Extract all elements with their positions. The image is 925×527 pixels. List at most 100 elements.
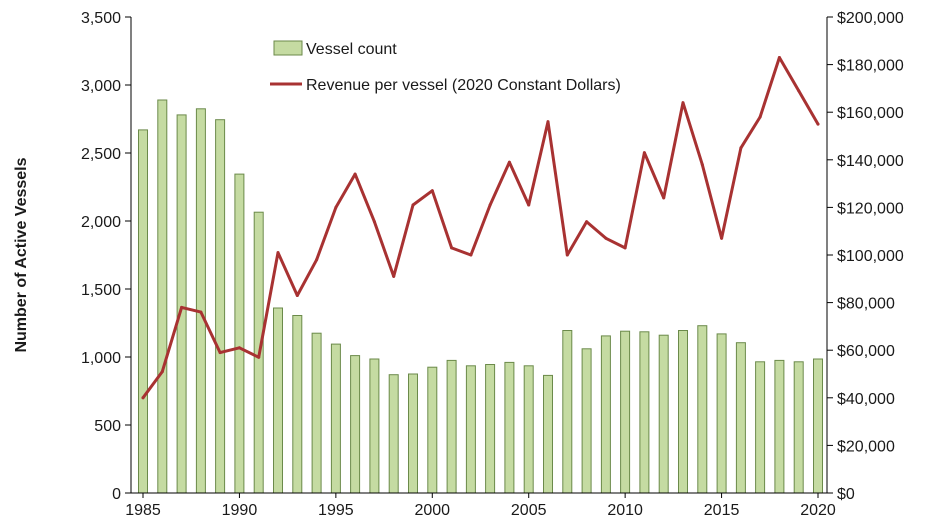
bar-1992	[273, 307, 283, 494]
bar-2016	[735, 342, 746, 494]
bar-1985	[138, 129, 148, 494]
bar-2013	[678, 330, 688, 494]
legend-line-label: Revenue per vessel (2020 Constant Dollar…	[306, 77, 621, 94]
revenue-point-2006	[546, 120, 550, 124]
bar-1986	[157, 99, 168, 494]
legend-bar-swatch	[273, 40, 303, 56]
revenue-point-2005	[527, 203, 531, 207]
x-tick-label: 2000	[414, 502, 450, 519]
x-tick-label: 1985	[125, 502, 161, 519]
revenue-point-1989	[218, 351, 222, 355]
revenue-point-1993	[295, 294, 299, 297]
revenue-point-2002	[469, 253, 473, 257]
bar-1996	[350, 355, 361, 494]
y-tick-label: 500	[94, 418, 121, 435]
x-tick-label: 2010	[607, 502, 643, 519]
revenue-point-1992	[276, 251, 280, 255]
y2-tick-label: $80,000	[837, 296, 895, 313]
bar-2008	[581, 348, 592, 494]
revenue-point-1990	[237, 346, 241, 350]
bar-2012	[658, 334, 669, 494]
bar-2007	[562, 330, 573, 494]
legend-bar-label: Vessel count	[306, 41, 397, 58]
bar-1993	[292, 315, 303, 494]
revenue-point-2001	[450, 246, 454, 250]
revenue-point-2019	[797, 89, 801, 93]
y-tick-label: 1,500	[81, 282, 121, 299]
revenue-line	[141, 56, 820, 400]
revenue-point-2008	[585, 220, 589, 224]
bar-2011	[639, 331, 650, 494]
revenue-point-1995	[334, 205, 338, 209]
bar-2002	[465, 365, 476, 494]
y-tick-label: 3,500	[81, 10, 121, 27]
revenue-point-2012	[662, 196, 666, 200]
bar-2014	[697, 325, 708, 494]
x-tick-label: 1995	[318, 502, 354, 519]
bar-1990	[234, 173, 245, 494]
x-tick-label: 1990	[222, 502, 258, 519]
y-tick-label: 2,500	[81, 146, 121, 163]
revenue-point-1985	[141, 396, 145, 400]
revenue-point-2009	[604, 236, 608, 240]
bar-1989	[215, 119, 226, 494]
revenue-point-2014	[700, 163, 704, 167]
y-tick-label: 2,000	[81, 214, 121, 231]
line-series	[141, 56, 820, 400]
ticks: 0 500 1,000 1,500 2,000 2,500 3,000 3,500 $0 $20,…	[81, 10, 904, 519]
y-tick-label: 0	[112, 486, 121, 503]
bar-1987	[176, 114, 187, 494]
bar-2005	[523, 365, 534, 494]
bar-1988	[195, 108, 206, 494]
y2-tick-label: $120,000	[837, 200, 904, 217]
bar-2000	[427, 366, 438, 494]
revenue-point-1994	[315, 258, 319, 262]
revenue-point-2020	[816, 122, 820, 126]
y-axis-title: Number of Active Vessels	[13, 157, 30, 352]
y-tick-label: 1,000	[81, 350, 121, 367]
bar-1997	[369, 358, 380, 494]
bar-1999	[408, 373, 418, 494]
bar-2019	[793, 361, 804, 494]
bar-2015	[716, 333, 727, 494]
revenue-point-1988	[199, 310, 203, 314]
bar-2004	[504, 361, 515, 494]
y2-tick-label: $20,000	[837, 438, 895, 455]
revenue-point-1986	[160, 370, 164, 374]
revenue-point-1996	[353, 172, 357, 176]
revenue-point-2007	[565, 253, 569, 257]
bar-2020	[813, 358, 823, 494]
y2-tick-label: $100,000	[837, 248, 904, 265]
bar-1994	[311, 332, 322, 494]
revenue-point-2003	[488, 203, 492, 207]
bar-2018	[774, 359, 785, 494]
bar-2017	[755, 361, 766, 494]
revenue-point-2000	[430, 189, 434, 193]
revenue-point-1987	[180, 305, 184, 309]
revenue-point-1999	[411, 203, 415, 207]
revenue-point-2015	[720, 236, 724, 240]
revenue-point-2018	[777, 56, 781, 59]
revenue-point-2010	[623, 246, 627, 250]
bar-2009	[600, 335, 611, 494]
y2-tick-label: $140,000	[837, 153, 904, 170]
revenue-point-2017	[758, 115, 762, 119]
bar-1995	[330, 343, 341, 494]
revenue-point-2016	[739, 146, 743, 150]
bar-series	[138, 99, 823, 494]
x-tick-label: 2015	[704, 502, 740, 519]
bar-2006	[543, 374, 553, 494]
y2-tick-label: $180,000	[837, 58, 904, 75]
y2-tick-label: $60,000	[837, 343, 895, 360]
x-tick-label: 2020	[800, 502, 836, 519]
bar-2003	[485, 364, 496, 494]
x-tick-label: 2005	[511, 502, 547, 519]
y2-tick-label: $200,000	[837, 10, 904, 27]
y2-tick-label: $0	[837, 486, 855, 503]
bar-2010	[620, 330, 631, 494]
revenue-point-2004	[507, 160, 511, 164]
bar-1998	[388, 374, 399, 494]
revenue-point-1997	[372, 220, 376, 224]
y2-tick-label: $160,000	[837, 105, 904, 122]
